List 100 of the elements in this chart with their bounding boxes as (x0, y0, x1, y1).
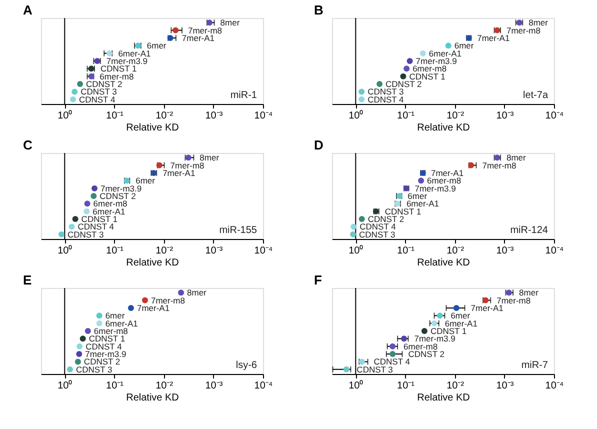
category-label: CDNST 3 (76, 364, 112, 374)
category-label: 6mer-A1 (92, 206, 126, 216)
category-label: 8mer (220, 18, 240, 28)
annotation: lsy-6 (236, 360, 258, 371)
chart-title: B (314, 2, 324, 18)
category-label: 6mer-m8 (93, 198, 128, 209)
x-tick-label: 10⁰ (58, 244, 73, 256)
category-label: CDNST 1 (409, 71, 446, 82)
annotation: let-7a (522, 90, 548, 101)
chart-title: D (314, 138, 324, 152)
chart-title: F (314, 272, 322, 288)
x-axis-title: Relative KD (417, 258, 470, 268)
x-tick-label: 10⁻⁴ (545, 110, 564, 122)
category-label: CDNST 3 (356, 364, 393, 374)
category-label: 7mer-m3.9 (416, 56, 457, 66)
category-label: 7mer-A1 (182, 32, 215, 43)
category-label: CDNST 2 (408, 349, 444, 360)
category-label: CDNST 1 (81, 214, 118, 224)
category-label: CDNST 3 (359, 229, 396, 240)
chart-title: C (23, 138, 33, 152)
category-label: 7mer-m3.9 (100, 183, 142, 194)
x-axis-title: Relative KD (417, 392, 470, 404)
category-label: CDNST 1 (100, 64, 137, 74)
category-label: 7mer-m8 (188, 25, 222, 36)
annotation: miR-155 (219, 225, 258, 236)
category-label: 7mer-m8 (496, 295, 531, 306)
x-tick-label: 10⁻³ (496, 110, 514, 122)
category-label: CDNST 2 (84, 356, 120, 367)
category-label: CDNST 2 (100, 191, 136, 201)
category-label: CDNST 1 (88, 334, 126, 344)
x-tick-label: 10⁰ (348, 380, 364, 392)
category-label: 8mer (528, 18, 548, 28)
x-axis-title: Relative KD (126, 258, 179, 268)
x-tick-label: 10⁻⁴ (254, 380, 273, 392)
category-label: CDNST 1 (430, 326, 467, 336)
x-tick-label: 10⁻⁴ (545, 380, 564, 392)
category-label: CDNST 2 (368, 214, 404, 224)
category-label: 7mer-m8 (482, 160, 516, 170)
category-label: 7mer-A1 (470, 302, 504, 313)
category-label: 6mer-A1 (118, 48, 151, 58)
x-axis-title: Relative KD (126, 122, 179, 134)
category-label: 7mer-m8 (506, 25, 541, 36)
category-label: 7mer-A1 (477, 32, 510, 43)
x-tick-label: 10⁻¹ (397, 110, 416, 122)
category-label: 6mer (146, 40, 166, 51)
x-tick-label: 10⁻¹ (397, 380, 416, 392)
x-tick-label: 10⁻² (156, 246, 174, 256)
x-tick-label: 10⁻² (446, 246, 465, 256)
x-tick-label: 10⁻¹ (106, 380, 124, 392)
category-label: CDNST 4 (78, 94, 116, 104)
x-tick-label: 10⁻² (156, 380, 174, 392)
category-label: 6mer-A1 (444, 318, 478, 328)
x-axis-title: Relative KD (126, 392, 179, 404)
x-tick-label: 10⁻³ (496, 246, 514, 256)
category-label: 8mer (519, 288, 538, 298)
category-label: 6mer (454, 40, 474, 51)
category-label: 8mer (200, 152, 220, 163)
category-label: 6mer (105, 310, 125, 321)
chart-title: E (23, 272, 32, 288)
x-tick-label: 10⁻³ (205, 110, 224, 122)
category-label: 7mer-m3.9 (85, 349, 126, 360)
category-label: 6mer-m8 (412, 64, 447, 74)
x-tick-label: 10⁻¹ (397, 246, 416, 256)
category-label: CDNST 2 (86, 79, 122, 90)
x-tick-label: 10⁻⁴ (545, 246, 564, 256)
category-label: 7mer-A1 (136, 302, 170, 313)
category-label: 7mer-A1 (162, 168, 196, 178)
category-label: CDNST 4 (360, 222, 396, 232)
x-tick-label: 10⁻³ (205, 380, 224, 392)
chart-title: A (23, 2, 33, 18)
x-tick-label: 10⁻² (156, 110, 174, 122)
x-tick-label: 10⁰ (58, 380, 73, 392)
category-label: 6mer-m8 (404, 341, 438, 352)
annotation: miR-7 (521, 360, 548, 371)
category-label: 7mer-m8 (170, 160, 204, 170)
category-label: 7mer-m8 (150, 295, 185, 306)
x-tick-label: 10⁰ (348, 110, 364, 122)
category-label: 6mer-m8 (427, 176, 462, 186)
category-label: 8mer (506, 152, 526, 163)
category-label: 6mer (408, 191, 428, 201)
annotation: miR-124 (510, 225, 548, 236)
category-label: 7mer-m3.9 (414, 334, 456, 344)
category-label: 7mer-m3.9 (106, 56, 148, 66)
category-label: CDNST 3 (80, 86, 117, 97)
x-tick-label: 10⁻⁴ (254, 110, 273, 122)
category-label: 7mer-m3.9 (414, 183, 456, 194)
category-label: CDNST 4 (368, 94, 404, 104)
x-tick-label: 10⁻³ (496, 380, 514, 392)
category-label: CDNST 2 (386, 79, 422, 90)
annotation: miR-1 (230, 90, 258, 101)
x-tick-label: 10⁻³ (205, 246, 224, 256)
category-label: 7mer-A1 (430, 168, 464, 178)
category-label: CDNST 3 (67, 229, 104, 240)
x-tick-label: 10⁻² (446, 380, 465, 392)
x-tick-label: 10⁻¹ (106, 246, 124, 256)
category-label: 8mer (187, 288, 206, 298)
category-label: 6mer-m8 (100, 71, 134, 82)
category-label: 6mer-m8 (94, 326, 128, 336)
category-label: 6mer-A1 (428, 48, 462, 58)
category-label: 6mer (450, 310, 470, 321)
